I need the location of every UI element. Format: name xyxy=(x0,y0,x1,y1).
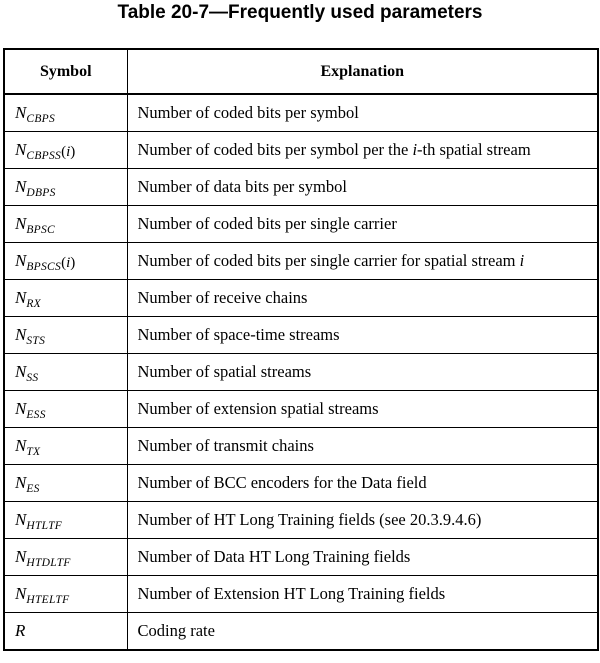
explanation-cell: Number of space-time streams xyxy=(126,316,599,354)
symbol-cell: NHTDLTF xyxy=(3,538,128,576)
symbol-subscript: HTELTF xyxy=(26,594,70,606)
symbol-cell: NCBPSS(i) xyxy=(3,131,128,169)
symbol-cell: NRX xyxy=(3,279,128,317)
explanation-cell: Number of coded bits per single carrier … xyxy=(126,242,599,280)
symbol-base: N xyxy=(15,584,27,603)
explanation-cell: Number of data bits per symbol xyxy=(126,168,599,206)
explanation-cell: Number of Data HT Long Training fields xyxy=(126,538,599,576)
table-header-row: Symbol Explanation xyxy=(3,48,599,95)
symbol-cell: NTX xyxy=(3,427,128,465)
symbol-subscript: CBPSS xyxy=(26,150,62,162)
symbol-subscript: RX xyxy=(26,298,41,310)
explanation-cell: Number of coded bits per symbol per the … xyxy=(126,131,599,169)
symbol-subscript: ESS xyxy=(26,409,46,421)
symbol-subscript: ES xyxy=(26,483,40,495)
symbol-cell: NESS xyxy=(3,390,128,428)
table-row: NHTELTF Number of Extension HT Long Train… xyxy=(3,575,599,613)
symbol-base: N xyxy=(15,436,27,455)
symbol-argument: (i) xyxy=(61,144,76,160)
explanation-cell: Number of receive chains xyxy=(126,279,599,317)
table-title: Table 20-7—Frequently used parameters xyxy=(117,2,483,23)
symbol-base: N xyxy=(15,473,27,492)
explanation-cell: Number of HT Long Training fields (see 2… xyxy=(126,501,599,539)
symbol-base: N xyxy=(15,214,27,233)
table-row: NES Number of BCC encoders for the Data f… xyxy=(3,464,599,502)
symbol-cell: NSS xyxy=(3,353,128,391)
symbol-cell: NES xyxy=(3,464,128,502)
symbol-base: R xyxy=(15,621,26,640)
table-row: NDBPS Number of data bits per symbol xyxy=(3,168,599,206)
table-row: NCBPS Number of coded bits per symbol xyxy=(3,93,599,132)
column-header-explanation: Explanation xyxy=(126,48,599,95)
table-row: NTX Number of transmit chains xyxy=(3,427,599,465)
symbol-cell: NBPSC xyxy=(3,205,128,243)
symbol-subscript: HTDLTF xyxy=(26,557,71,569)
symbol-base: N xyxy=(15,251,27,270)
table-row: NCBPSS(i) Number of coded bits per symbol… xyxy=(3,131,599,169)
table-row: NRX Number of receive chains xyxy=(3,279,599,317)
table-row: NHTLTF Number of HT Long Training fields … xyxy=(3,501,599,539)
table-body: NCBPS Number of coded bits per symbol NCBP… xyxy=(3,93,599,651)
table-row: NESS Number of extension spatial streams xyxy=(3,390,599,428)
symbol-base: N xyxy=(15,362,27,381)
symbol-subscript: BPSC xyxy=(26,224,56,236)
explanation-cell: Number of BCC encoders for the Data fiel… xyxy=(126,464,599,502)
explanation-cell: Number of coded bits per symbol xyxy=(126,93,599,132)
explanation-cell: Coding rate xyxy=(126,612,599,651)
symbol-subscript: BPSCS xyxy=(26,261,62,273)
symbol-subscript: CBPS xyxy=(26,113,56,125)
explanation-cell: Number of coded bits per single carrier xyxy=(126,205,599,243)
symbol-base: N xyxy=(15,547,27,566)
symbol-subscript: DBPS xyxy=(26,187,56,199)
symbol-base: N xyxy=(15,510,27,529)
table-row: R Coding rate xyxy=(3,612,599,651)
symbol-base: N xyxy=(15,399,27,418)
table-row: NHTDLTF Number of Data HT Long Training f… xyxy=(3,538,599,576)
symbol-argument-variable: i xyxy=(66,255,71,271)
symbol-subscript: STS xyxy=(26,335,46,347)
parameters-table: Symbol Explanation NCBPS Number of coded … xyxy=(3,48,599,651)
table-row: NSTS Number of space-time streams xyxy=(3,316,599,354)
symbol-subscript: HTLTF xyxy=(26,520,63,532)
table-row: NSS Number of spatial streams xyxy=(3,353,599,391)
symbol-base: N xyxy=(15,177,27,196)
symbol-argument: (i) xyxy=(61,255,76,271)
explanation-cell: Number of Extension HT Long Training fie… xyxy=(126,575,599,613)
symbol-cell: NHTLTF xyxy=(3,501,128,539)
symbol-subscript: SS xyxy=(26,372,39,384)
symbol-cell: R xyxy=(3,612,128,651)
explanation-cell: Number of extension spatial streams xyxy=(126,390,599,428)
table-row: NBPSC Number of coded bits per single car… xyxy=(3,205,599,243)
column-header-symbol: Symbol xyxy=(3,48,128,95)
table-row: NBPSCS(i) Number of coded bits per single… xyxy=(3,242,599,280)
symbol-base: N xyxy=(15,140,27,159)
symbol-cell: NBPSCS(i) xyxy=(3,242,128,280)
symbol-subscript: TX xyxy=(26,446,41,458)
symbol-base: N xyxy=(15,288,27,307)
symbol-cell: NHTELTF xyxy=(3,575,128,613)
symbol-cell: NDBPS xyxy=(3,168,128,206)
symbol-base: N xyxy=(15,325,27,344)
symbol-cell: NCBPS xyxy=(3,93,128,132)
explanation-cell: Number of transmit chains xyxy=(126,427,599,465)
symbol-cell: NSTS xyxy=(3,316,128,354)
explanation-cell: Number of spatial streams xyxy=(126,353,599,391)
symbol-argument-variable: i xyxy=(66,144,71,160)
symbol-base: N xyxy=(15,103,27,122)
